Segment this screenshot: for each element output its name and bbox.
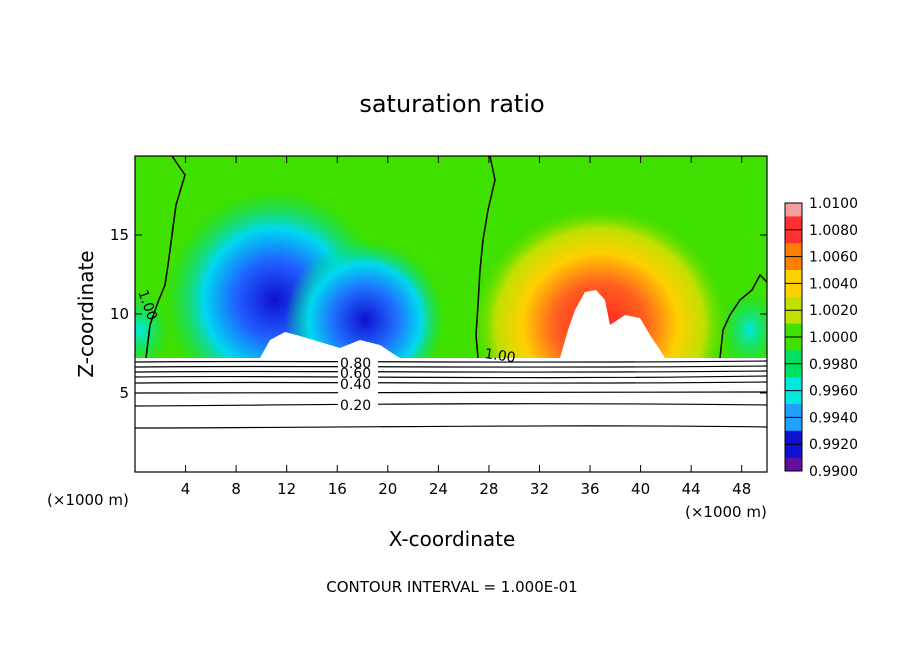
colorbar-swatch [785,283,802,298]
colorbar-swatch [785,390,802,405]
contour-line-1.00-left [145,156,186,359]
colorbar-swatch [785,229,802,244]
colorbar-swatch [785,337,802,351]
x-tick-label: 24 [429,480,448,498]
colorbar-label: 0.9920 [809,437,858,453]
colorbar-label: 0.9940 [809,410,858,426]
x-tick-label: 8 [231,480,241,498]
x-tick-label: 28 [479,480,498,498]
y-axis-title: Z-coordinate [74,250,98,377]
contour-line [135,365,767,368]
colorbar-swatch [785,243,802,258]
lower-clear-overlay [135,358,767,472]
colorbar-swatch [785,444,802,459]
colorbar-label: 1.0060 [809,250,858,266]
x-tick-label: 32 [530,480,549,498]
y-tick-label: 10 [110,305,129,323]
x-tick-label: 40 [631,480,650,498]
contour-line [135,391,767,394]
colorbar-swatch [785,430,802,445]
colorbar-swatch [785,377,802,392]
colorbar-swatch [785,350,802,365]
contour-label-backing [338,355,378,411]
colorbar-swatch [785,323,802,338]
contour-line-1.00-mid [475,156,496,359]
low-dry-region [260,332,400,358]
y-tick-label: 15 [110,226,129,244]
x-ticks: 4 8 12 16 20 24 28 32 36 40 44 48 [181,156,751,498]
colorbar-swatch [785,417,802,432]
colorbar-swatch [785,203,802,217]
contour-label: 0.40 [340,377,371,393]
colorbar-swatch [785,256,802,271]
contour-label: 0.60 [340,366,371,382]
y-tick-label: 5 [119,384,129,402]
contour-line [135,370,767,373]
contour-label-inline: 1.00 [483,346,516,366]
contour-line [135,375,767,379]
contour-interval-note: CONTOUR INTERVAL = 1.000E-01 [326,578,577,596]
x-tick-label: 48 [732,480,751,498]
colorbar-label: 0.9960 [809,384,858,400]
y-ticks: 5 10 15 [110,226,767,402]
colorbar-label: 0.9980 [809,357,858,373]
x-tick-label: 44 [682,480,701,498]
plot-area [135,156,767,472]
x-tick-label: 16 [328,480,347,498]
contour-line [135,381,767,384]
x-unit-label-left: (×1000 m) [47,491,129,509]
chart-title: saturation ratio [359,90,544,118]
contour-labels: 0.80 0.60 0.40 0.20 1.00 1.00 [134,288,516,414]
colorbar-label: 1.0040 [809,276,858,292]
colorbar-swatch [785,296,802,311]
x-tick-label: 12 [277,480,296,498]
cloud-region [560,290,665,358]
colorbar: 1.0100 1.0080 1.0060 1.0040 1.0020 1.0000 0.99… [784,196,858,480]
colorbar-swatch [785,363,802,378]
contour-line-1.00-right [719,273,767,359]
contour-label: 0.20 [340,398,371,414]
contour-line [135,360,767,363]
colorbar-swatch [785,270,802,284]
x-axis-title: X-coordinate [389,527,516,551]
contour-label: 0.80 [340,356,371,372]
colorbar-label: 0.9900 [809,464,858,480]
colorbar-swatch [785,457,802,472]
x-unit-label-right: (×1000 m) [685,503,767,521]
colorbar-swatch [785,404,802,418]
x-tick-label: 20 [378,480,397,498]
contour-line [135,425,767,429]
colorbar-label: 1.0000 [809,330,858,346]
x-tick-label: 36 [580,480,599,498]
colorbar-label: 1.0080 [809,223,858,239]
colorbar-swatch [785,216,802,231]
cyan-edge-region [135,290,170,370]
colorbar-label: 1.0020 [809,303,858,319]
colorbar-label: 1.0100 [809,196,858,212]
cyan-edge-region-right [720,290,767,370]
contour-line [135,403,767,407]
colorbar-swatch [785,310,802,325]
x-tick-label: 4 [181,480,191,498]
